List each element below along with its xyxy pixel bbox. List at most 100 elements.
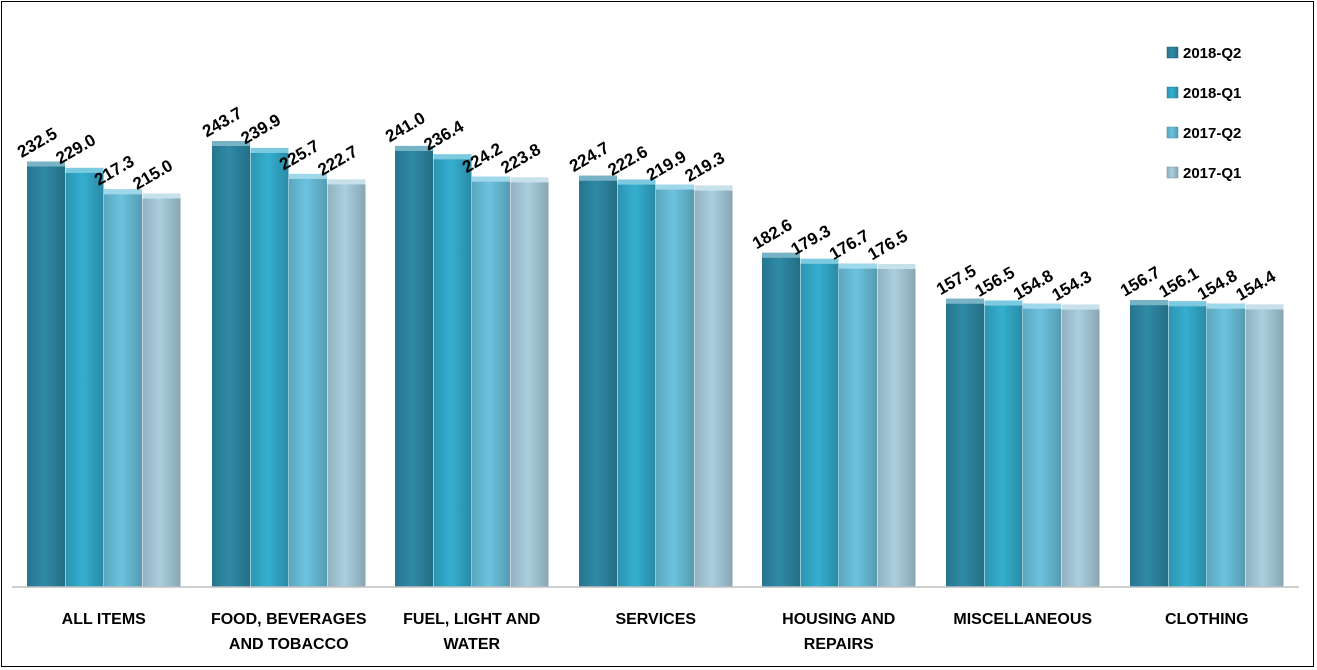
data-label: 176.7 — [826, 226, 872, 264]
bar-2017-q1-4 — [877, 263, 916, 587]
data-label: 219.9 — [643, 147, 689, 185]
bar-top-bevel — [1207, 303, 1245, 309]
data-label: 156.7 — [1117, 263, 1163, 301]
category-label: CLOTHING — [1165, 611, 1249, 628]
category-label: ALL ITEMS — [62, 611, 146, 628]
bar-2018-q2-0 — [27, 161, 65, 588]
legend-swatch — [1166, 166, 1179, 179]
bar-top-bevel — [27, 161, 65, 167]
bar-top-bevel — [433, 154, 472, 160]
bar-top-bevel — [65, 167, 104, 173]
bar-2017-q1-5 — [1061, 304, 1100, 587]
legend-label: 2017-Q1 — [1183, 165, 1241, 182]
data-label: 157.5 — [933, 261, 979, 299]
bar-2018-q2-1 — [212, 141, 250, 587]
bar-2017-q1-1 — [327, 179, 366, 587]
bar-2018-q1-1 — [250, 147, 289, 587]
data-label: 154.4 — [1233, 267, 1280, 305]
bar-top-bevel — [694, 185, 733, 191]
data-label: 225.7 — [276, 136, 322, 174]
category-label: HOUSING AND — [782, 611, 895, 628]
bar-2017-q1-6 — [1245, 304, 1284, 587]
bar-2017-q2-6 — [1207, 303, 1245, 587]
bar-top-bevel — [510, 177, 549, 183]
data-label: 229.0 — [53, 130, 99, 168]
data-label: 239.9 — [238, 110, 284, 148]
bar-2017-q2-4 — [839, 263, 877, 587]
bar-2018-q1-5 — [984, 300, 1023, 587]
data-label: 222.7 — [315, 142, 361, 180]
category-label: FOOD, BEVERAGES — [211, 611, 367, 628]
bars-layer — [27, 141, 1284, 588]
bar-top-bevel — [250, 147, 289, 153]
bar-top-bevel — [656, 184, 694, 190]
legend-swatch — [1166, 46, 1179, 59]
legend-label: 2018-Q2 — [1183, 45, 1241, 62]
bar-2018-q2-4 — [762, 252, 800, 588]
bar-2018-q1-2 — [433, 154, 472, 587]
data-label: 156.5 — [972, 263, 1018, 301]
bar-2018-q2-6 — [1130, 300, 1168, 587]
data-label: 154.3 — [1049, 267, 1095, 305]
data-label: 223.8 — [498, 140, 544, 178]
bar-top-bevel — [1130, 300, 1168, 306]
bar-2017-q2-3 — [656, 184, 694, 588]
data-label: 176.5 — [865, 226, 911, 264]
legend: 2018-Q2 2018-Q1 2017-Q2 2017-Q1 — [1166, 45, 1241, 182]
bar-top-bevel — [142, 193, 181, 199]
legend-swatch — [1166, 86, 1179, 99]
data-label: 217.3 — [91, 152, 137, 190]
data-label: 215.0 — [130, 156, 176, 194]
bar-2017-q2-2 — [472, 176, 510, 587]
data-label: 179.3 — [788, 221, 834, 259]
bar-top-bevel — [839, 263, 877, 269]
bar-2017-q2-1 — [289, 173, 327, 587]
bar-top-bevel — [395, 145, 433, 151]
category-label: WATER — [443, 636, 500, 653]
bar-2017-q2-0 — [104, 189, 142, 588]
bar-top-bevel — [617, 179, 656, 185]
data-label: 236.4 — [421, 116, 468, 154]
bar-2017-q1-2 — [510, 177, 549, 587]
bar-top-bevel — [800, 258, 839, 264]
bar-2018-q1-6 — [1168, 301, 1207, 587]
data-label: 232.5 — [14, 124, 60, 162]
bar-top-bevel — [1061, 304, 1100, 310]
data-label: 224.2 — [459, 139, 505, 177]
legend-label: 2018-Q1 — [1183, 85, 1241, 102]
data-label: 224.7 — [566, 138, 612, 176]
bar-2018-q2-3 — [579, 175, 617, 587]
bar-2018-q2-5 — [946, 298, 984, 587]
legend-swatch — [1166, 126, 1179, 139]
bar-2017-q2-5 — [1023, 303, 1061, 587]
data-label: 243.7 — [199, 103, 245, 141]
data-label: 219.3 — [682, 148, 728, 186]
data-label: 222.6 — [605, 142, 651, 180]
bar-2018-q1-3 — [617, 179, 656, 587]
bar-top-bevel — [579, 175, 617, 181]
bar-top-bevel — [984, 300, 1023, 306]
bar-2018-q1-0 — [65, 167, 104, 587]
bar-top-bevel — [472, 176, 510, 182]
bar-top-bevel — [946, 298, 984, 304]
bar-top-bevel — [1245, 304, 1284, 310]
bar-top-bevel — [289, 173, 327, 179]
bar-top-bevel — [212, 141, 250, 146]
bar-2017-q1-3 — [694, 185, 733, 587]
bar-top-bevel — [327, 179, 366, 185]
data-label: 156.1 — [1156, 264, 1202, 302]
category-label: AND TOBACCO — [229, 636, 349, 653]
bar-top-bevel — [762, 252, 800, 258]
category-labels-layer: ALL ITEMS FOOD, BEVERAGES AND TOBACCO FUEL,… — [62, 611, 1249, 653]
category-label: SERVICES — [615, 611, 696, 628]
bar-top-bevel — [1168, 301, 1207, 307]
bar-top-bevel — [104, 189, 142, 195]
category-label: FUEL, LIGHT AND — [403, 611, 540, 628]
bar-2018-q1-4 — [800, 258, 839, 587]
data-label: 182.6 — [749, 215, 795, 253]
category-label: REPAIRS — [804, 636, 874, 653]
bar-2017-q1-0 — [142, 193, 181, 587]
bar-top-bevel — [877, 263, 916, 269]
bar-2018-q2-2 — [395, 145, 433, 587]
